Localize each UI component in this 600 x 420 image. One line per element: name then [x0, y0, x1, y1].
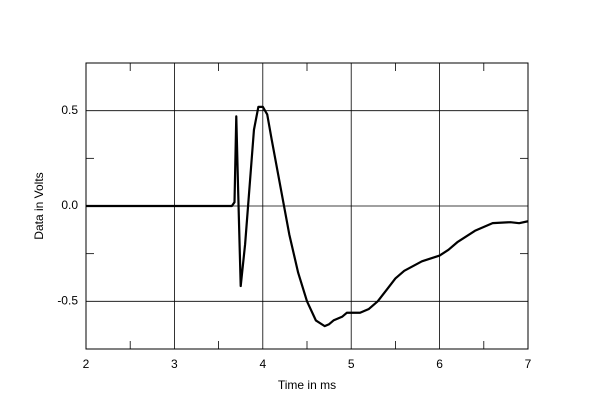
x-tick-label: 4: [259, 357, 266, 371]
y-tick-label: 0.5: [61, 103, 78, 117]
y-tick-label: -0.5: [57, 294, 78, 308]
x-tick-label: 2: [83, 357, 90, 371]
y-axis-label: Data in Volts: [32, 172, 46, 239]
x-tick-label: 7: [525, 357, 532, 371]
x-tick-label: 5: [348, 357, 355, 371]
x-tick-label: 3: [171, 357, 178, 371]
y-tick-label: 0.0: [61, 198, 78, 212]
data-line: [86, 105, 529, 328]
x-axis-label: Time in ms: [278, 378, 336, 392]
x-tick-label: 6: [436, 357, 443, 371]
